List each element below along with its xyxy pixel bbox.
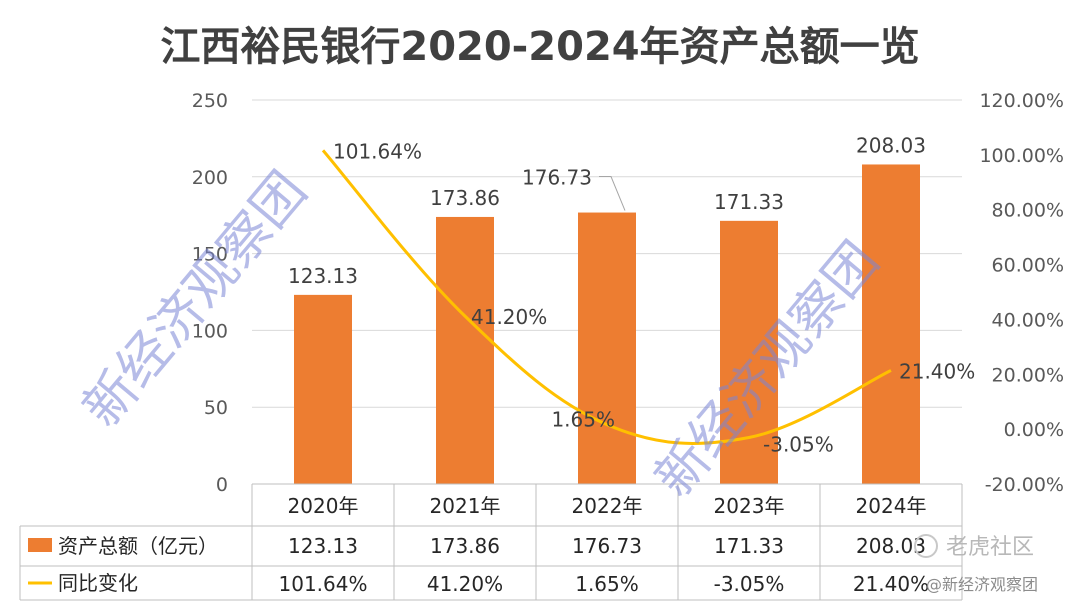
table-cell: 1.65% (575, 572, 639, 596)
bar-data-label: 171.33 (714, 190, 784, 214)
line-data-label: 1.65% (551, 408, 615, 432)
right-axis: -20.00% 0.00% 20.00% 40.00% 60.00% 80.00% 100.… (979, 90, 1064, 496)
bar (436, 216, 494, 484)
right-tick-label: 40.00% (992, 309, 1064, 331)
chart-title: 江西裕民银行2020-2024年资产总额一览 (160, 24, 919, 70)
legend-label: 同比变化 (58, 571, 138, 595)
right-tick-label: 100.00% (979, 145, 1064, 167)
bar-data-label: 173.86 (430, 186, 500, 210)
right-tick-label: 60.00% (992, 255, 1064, 277)
table-cell: -3.05% (714, 572, 785, 596)
legend-swatch-bar (28, 538, 52, 552)
bar-series (294, 164, 920, 485)
table-cell: 101.64% (279, 572, 368, 596)
left-tick-label: 50 (204, 397, 228, 419)
right-tick-label: -20.00% (985, 474, 1064, 496)
bar (862, 164, 920, 484)
left-tick-label: 250 (192, 90, 228, 112)
table-cell: 171.33 (714, 534, 784, 558)
left-axis: 0 50 100 150 200 250 (192, 90, 228, 496)
tiger-icon (914, 534, 938, 558)
left-tick-label: 150 (192, 244, 228, 266)
bar-data-label: 176.73 (522, 166, 592, 190)
line-data-label: 41.20% (471, 305, 547, 329)
category-label: 2021年 (430, 494, 501, 518)
category-label: 2023年 (714, 494, 785, 518)
table-cell: 123.13 (288, 534, 358, 558)
forum-mark: 老虎社区 (946, 535, 1034, 560)
table-cell: 41.20% (427, 572, 503, 596)
category-label: 2020年 (288, 494, 359, 518)
right-tick-label: 0.00% (1004, 419, 1064, 441)
bar (294, 294, 352, 484)
category-label: 2024年 (856, 494, 927, 518)
left-tick-label: 200 (192, 167, 228, 189)
bar-data-label: 123.13 (288, 264, 358, 288)
table-cell: 173.86 (430, 534, 500, 558)
legend-label: 资产总额（亿元） (58, 534, 218, 558)
data-labels: 123.13 173.86 176.73 171.33 208.03 101.64% 41.… (288, 133, 975, 456)
left-tick-label: 100 (192, 320, 228, 342)
series-line (321, 149, 892, 445)
category-label: 2022年 (572, 494, 643, 518)
line-data-label: 21.40% (899, 359, 975, 383)
left-tick-label: 0 (216, 474, 228, 496)
line-data-label: -3.05% (763, 433, 834, 457)
account-mark: @新经济观察团 (926, 575, 1038, 594)
bar-data-label: 208.03 (856, 133, 926, 157)
right-tick-label: 120.00% (979, 90, 1064, 112)
watermark-left: 新经济观察团 (72, 161, 319, 439)
label-leader-line (599, 176, 626, 211)
line-series (321, 149, 892, 445)
bar (578, 212, 636, 484)
corner-brand: 老虎社区 @新经济观察团 (914, 534, 1038, 594)
right-tick-label: 80.00% (992, 200, 1064, 222)
right-tick-label: 20.00% (992, 364, 1064, 386)
table-cell: 21.40% (853, 572, 929, 596)
table-cell: 176.73 (572, 534, 642, 558)
line-data-label: 101.64% (333, 139, 422, 163)
data-table: 2020年 2021年 2022年 2023年 2024年资产总额（亿元） 同比变化 123… (19, 483, 963, 601)
